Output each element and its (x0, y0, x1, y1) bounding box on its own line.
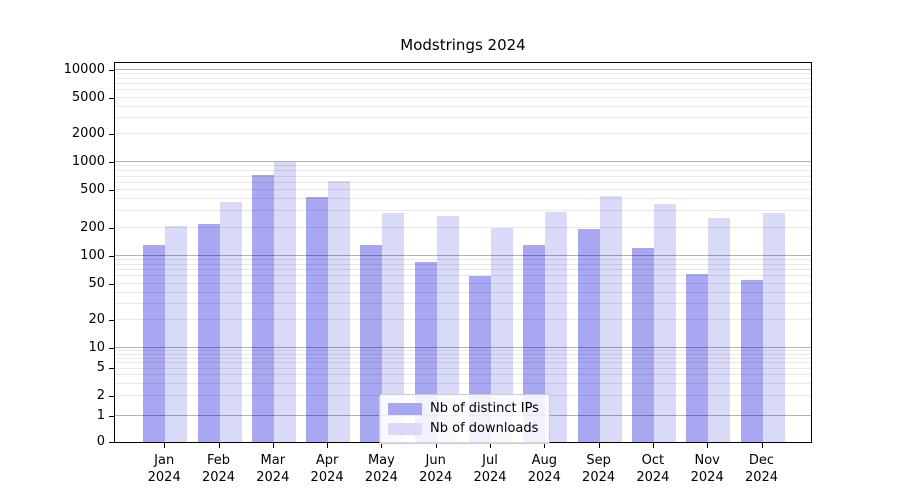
x-tick-label-may: May 2024 (364, 453, 398, 485)
y-tick-label-50: 50 (88, 275, 105, 291)
bars-layer (115, 63, 811, 442)
x-tick-label-jun: Jun 2024 (419, 453, 453, 485)
bar-downloads-sep (599, 196, 622, 442)
bar-downloads-dec (762, 212, 785, 442)
x-tick-apr (327, 443, 329, 448)
y-tick-1000 (109, 162, 114, 163)
y-tick-500 (109, 190, 114, 192)
plot-area: Nb of distinct IPs Nb of downloads (114, 62, 812, 444)
y-tick-10 (109, 348, 114, 349)
bar-downloads-jul (491, 227, 513, 442)
bar-downloads-nov (708, 217, 731, 442)
bar-distinct-ips-jan (143, 245, 166, 442)
legend-label-distinct-ips: Nb of distinct IPs (430, 401, 539, 416)
x-tick-jan (164, 443, 166, 448)
bar-distinct-ips-may (360, 245, 383, 442)
y-tick-label-5000: 5000 (71, 89, 105, 105)
x-tick-label-nov: Nov 2024 (690, 453, 724, 485)
y-tick-label-1: 1 (96, 408, 105, 423)
y-tick-1 (109, 416, 114, 417)
bar-downloads-apr (328, 180, 351, 442)
y-tick-2000 (109, 134, 114, 136)
y-tick-10000 (109, 70, 114, 71)
y-tick-label-0: 0 (96, 434, 105, 449)
legend-item-distinct-ips: Nb of distinct IPs (388, 401, 539, 417)
x-tick-label-feb: Feb 2024 (201, 453, 236, 485)
y-tick-label-2000: 2000 (71, 126, 105, 142)
bar-downloads-jun (436, 216, 459, 442)
x-tick-label-jul: Jul 2024 (473, 453, 507, 485)
bar-distinct-ips-sep (577, 228, 600, 442)
y-tick-label-100: 100 (80, 248, 105, 263)
legend-swatch-distinct-ips (388, 403, 422, 415)
x-tick-label-oct: Oct 2024 (636, 453, 670, 485)
legend-label-downloads: Nb of downloads (430, 421, 539, 436)
legend-item-downloads: Nb of downloads (388, 421, 539, 437)
x-tick-nov (707, 443, 709, 448)
y-tick-label-2: 2 (96, 387, 105, 403)
x-tick-dec (761, 443, 763, 448)
x-tick-mar (272, 443, 274, 448)
y-tick-0 (109, 442, 114, 443)
y-tick-label-20: 20 (88, 312, 105, 328)
y-tick-50 (109, 283, 114, 285)
bar-distinct-ips-dec (740, 279, 763, 442)
y-tick-5000 (109, 97, 114, 99)
x-tick-oct (652, 443, 654, 448)
y-tick-label-5: 5 (96, 360, 105, 376)
x-tick-label-sep: Sep 2024 (582, 453, 616, 485)
y-tick-label-200: 200 (80, 219, 105, 235)
bar-distinct-ips-mar (251, 174, 274, 442)
bar-downloads-may (382, 212, 405, 442)
x-tick-label-mar: Mar 2024 (256, 453, 290, 485)
bar-downloads-oct (653, 203, 676, 442)
y-tick-label-1000: 1000 (71, 154, 105, 169)
bar-distinct-ips-apr (306, 197, 329, 442)
legend: Nb of distinct IPs Nb of downloads (379, 394, 550, 444)
bar-distinct-ips-oct (631, 247, 654, 442)
y-tick-label-10: 10 (88, 340, 105, 355)
y-tick-2 (109, 395, 114, 397)
x-tick-label-aug: Aug 2024 (527, 453, 561, 485)
bar-downloads-jan (165, 225, 188, 442)
y-tick-label-500: 500 (80, 182, 105, 198)
x-tick-jul (490, 443, 491, 448)
x-tick-may (381, 443, 383, 448)
bar-distinct-ips-aug (523, 245, 546, 442)
x-tick-feb (218, 443, 220, 448)
x-tick-label-jan: Jan 2024 (147, 453, 181, 485)
bar-distinct-ips-nov (686, 273, 709, 442)
x-tick-jun (435, 443, 437, 448)
x-tick-label-dec: Dec 2024 (744, 453, 779, 485)
legend-swatch-downloads (388, 423, 422, 435)
x-tick-label-apr: Apr 2024 (310, 453, 344, 485)
bar-downloads-mar (273, 161, 296, 442)
y-tick-100 (109, 256, 114, 257)
bar-distinct-ips-feb (197, 223, 220, 442)
y-tick-5 (109, 368, 114, 370)
bar-downloads-aug (545, 211, 568, 442)
x-tick-sep (598, 443, 600, 448)
x-tick-aug (544, 443, 546, 448)
y-tick-label-10000: 10000 (63, 62, 105, 77)
y-tick-20 (109, 320, 114, 322)
y-tick-200 (109, 227, 114, 229)
bar-downloads-feb (219, 201, 242, 442)
chart-title: Modstrings 2024 (400, 36, 526, 54)
